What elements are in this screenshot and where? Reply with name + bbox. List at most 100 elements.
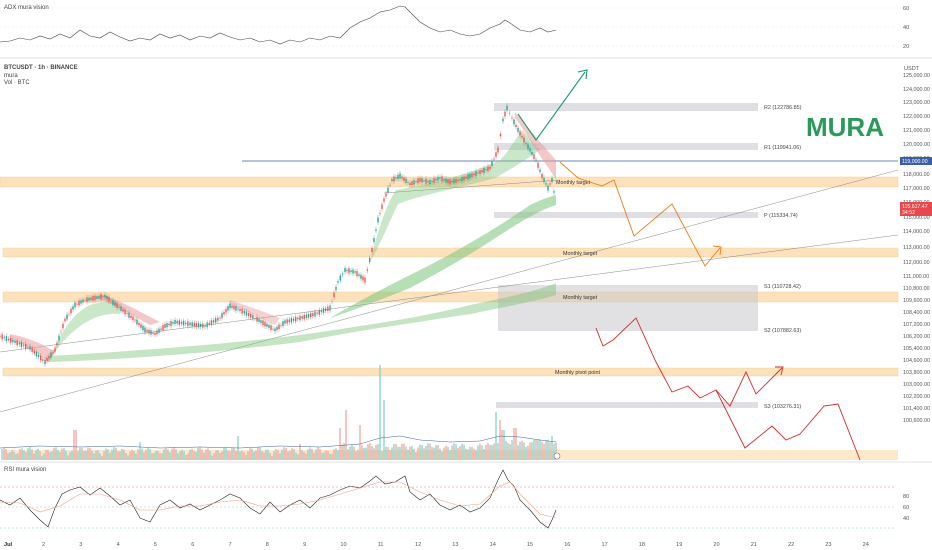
rsi-tick-40: 40	[903, 516, 909, 522]
candle-body	[193, 322, 195, 327]
candle-body	[156, 330, 158, 335]
candle-body	[229, 303, 231, 309]
price-tick: 112,000.00	[903, 260, 930, 266]
p-band	[494, 212, 758, 218]
candle-body	[96, 296, 98, 300]
candle-body	[158, 328, 160, 333]
price-tick: 123,000.00	[903, 100, 930, 106]
volume-bar	[487, 443, 489, 460]
candle-body	[333, 292, 335, 298]
volume-bar	[295, 452, 297, 460]
candle-body	[278, 324, 280, 330]
price-tick: 121,000.00	[903, 128, 930, 134]
candle-body	[254, 317, 256, 319]
candle-body	[341, 273, 344, 275]
time-tick: 17	[602, 542, 608, 548]
price-tick: 109,600.00	[903, 298, 930, 304]
volume-bar	[405, 446, 407, 460]
volume-bar	[421, 445, 423, 460]
volume-bar	[113, 447, 115, 460]
candle-body	[491, 161, 493, 166]
price-candles	[0, 103, 555, 367]
volume-bar	[543, 443, 545, 460]
volume-bar	[541, 442, 543, 460]
trendline-upper	[0, 169, 899, 413]
candle-body	[449, 179, 451, 185]
volume-bar	[97, 450, 99, 460]
volume-bar	[473, 448, 475, 460]
volume-bar	[219, 452, 221, 460]
candle-body	[164, 324, 166, 328]
volume-bar	[101, 455, 103, 460]
volume-bar	[499, 420, 501, 460]
volume-bar	[401, 443, 403, 460]
volume-bar	[305, 453, 307, 460]
candle-body	[200, 323, 202, 327]
s3-label: S3 (103276.31)	[764, 404, 801, 410]
volume-bar	[345, 410, 347, 460]
volume-bar	[213, 453, 215, 460]
volume-bar	[547, 439, 549, 460]
candle-body	[465, 176, 467, 179]
volume-bar	[299, 444, 301, 460]
candle-body	[553, 191, 555, 193]
monthly-pivot-label: Monthly pivot point	[555, 370, 600, 376]
volume-bar	[419, 444, 421, 460]
candle-body	[215, 318, 217, 323]
volume-bar	[115, 447, 117, 460]
volume-bar	[555, 442, 557, 460]
candle-body	[88, 297, 90, 301]
volume-bar	[313, 452, 315, 460]
volume-bar	[263, 452, 265, 460]
volume-bar	[149, 448, 151, 460]
volume-bar	[123, 449, 125, 460]
candle-body	[14, 341, 16, 343]
candle-body	[217, 317, 219, 321]
candle-body	[86, 297, 88, 302]
candle-body	[337, 281, 339, 283]
candle-body	[527, 144, 529, 149]
candle-body	[124, 309, 126, 315]
volume-bar	[387, 447, 389, 460]
candle-body	[292, 318, 295, 321]
time-tick: 6	[191, 542, 194, 548]
candle-body	[411, 181, 413, 186]
candle-body	[463, 176, 465, 181]
candle-body	[385, 193, 387, 197]
candle-body	[403, 177, 405, 181]
volume-bar	[167, 449, 169, 460]
candle-body	[112, 299, 114, 305]
candle-body	[250, 313, 252, 318]
candle-body	[433, 177, 435, 183]
candle-body	[284, 320, 286, 324]
candle-body	[346, 269, 348, 272]
volume-bar	[519, 441, 521, 460]
volume-bar	[145, 449, 147, 460]
replay-marker-icon[interactable]	[553, 452, 561, 460]
candle-body	[335, 286, 337, 291]
volume-bar	[525, 447, 527, 460]
candle-body	[354, 271, 356, 273]
ma-ribbon-early	[48, 301, 120, 362]
candle-body	[182, 320, 185, 326]
candle-body	[445, 178, 447, 183]
volume-bar	[201, 449, 203, 460]
candle-body	[533, 154, 535, 160]
volume-bar	[41, 455, 43, 460]
candle-body	[102, 296, 104, 297]
candle-body	[237, 308, 239, 310]
volume-bar	[511, 440, 513, 460]
candle-body	[519, 131, 521, 136]
volume-bar	[15, 454, 17, 460]
candle-body	[225, 309, 227, 313]
candle-body	[549, 183, 551, 185]
time-tick: 10	[340, 542, 346, 548]
time-tick: 16	[564, 542, 570, 548]
candle-body	[62, 323, 64, 329]
volume-bar	[289, 450, 291, 460]
candle-body	[467, 174, 469, 180]
candle-body	[80, 300, 82, 304]
volume-bar	[19, 449, 21, 460]
volume-bar	[489, 444, 491, 460]
